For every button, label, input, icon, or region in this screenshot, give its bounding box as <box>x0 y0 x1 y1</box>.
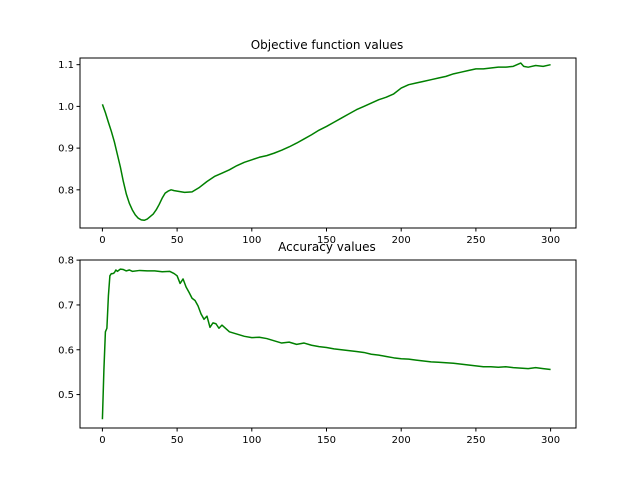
objective-y-tick-label: 1.1 <box>58 60 74 71</box>
accuracy-x-tick-label: 50 <box>171 435 184 446</box>
objective-chart-title: Objective function values <box>251 38 404 52</box>
accuracy-plot: 0 50 100 150 200 250 300 0.5 0.6 0.7 0.8 <box>58 256 577 446</box>
objective-x-tick-label: 100 <box>242 235 261 246</box>
accuracy-axes-frame <box>79 259 577 429</box>
objective-x-tick-label: 250 <box>466 235 485 246</box>
objective-series-line <box>101 62 551 222</box>
accuracy-y-tick-label: 0.8 <box>58 256 74 267</box>
accuracy-x-tick-label: 0 <box>99 435 105 446</box>
objective-x-tick-label: 0 <box>99 235 105 246</box>
accuracy-x-tick-label: 150 <box>317 435 336 446</box>
accuracy-x-tick-label: 300 <box>541 435 560 446</box>
objective-x-tick-label: 200 <box>392 235 411 246</box>
accuracy-x-tick-label: 200 <box>392 435 411 446</box>
objective-x-tick-label: 300 <box>541 235 560 246</box>
objective-x-tick-label: 150 <box>317 235 336 246</box>
accuracy-y-tick-label: 0.7 <box>58 300 74 311</box>
objective-axes-frame <box>79 57 577 229</box>
objective-plot: 0 50 100 150 200 250 300 0.8 0.9 1.0 1.1 <box>58 57 577 246</box>
accuracy-x-tick-label: 250 <box>466 435 485 446</box>
accuracy-y-tick-label: 0.6 <box>58 345 74 356</box>
objective-x-tick-label: 50 <box>171 235 184 246</box>
objective-y-tick-label: 0.8 <box>58 185 74 196</box>
objective-y-tick-label: 0.9 <box>58 144 74 155</box>
objective-y-tick-label: 1.0 <box>58 102 74 113</box>
accuracy-series-line <box>101 268 551 420</box>
accuracy-y-tick-label: 0.5 <box>58 390 74 401</box>
accuracy-chart-title: Accuracy values <box>278 240 376 254</box>
accuracy-x-tick-label: 100 <box>242 435 261 446</box>
